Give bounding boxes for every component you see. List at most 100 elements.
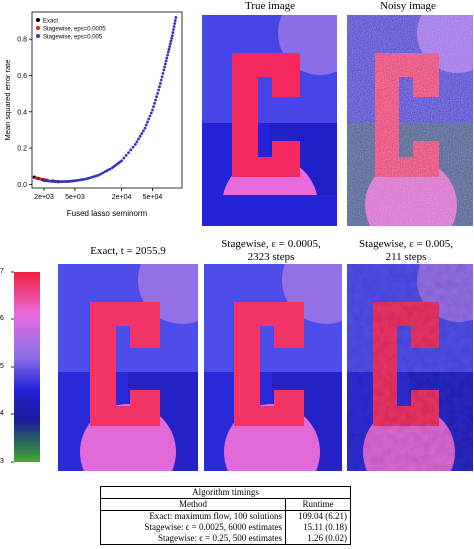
data-point-stagewise-005 [49,179,53,183]
data-point-stagewise-005 [156,91,160,95]
stagewise-005-svg [347,264,473,471]
stage2-title: Stagewise, ε = 0.005, 211 steps [338,238,474,264]
x-tick-label: 5e+04 [143,194,163,201]
table-cell-runtime: 15.11 (0.18) [303,522,347,532]
data-point-stagewise-005 [173,19,177,22]
data-point-stagewise-005 [127,151,130,155]
data-point-stagewise-005 [173,22,177,25]
table-cell-method: Stagewise: ϵ = 0.0025, 6000 estimates [100,522,286,533]
data-point-stagewise-005 [170,34,174,37]
data-point-stagewise-005 [108,167,112,171]
plot-frame [31,11,183,189]
data-point-stagewise-005 [54,180,57,183]
colorbar-tick-5: 5 [0,363,4,370]
y-tick-label: 0.6 [17,73,27,80]
x-tick-label: 5e+03 [65,194,85,201]
y-tick-label: 0.4 [17,109,27,116]
data-point-stagewise-005 [51,179,55,183]
legend-marker [36,34,40,38]
stage1-title: Stagewise, ε = 0.0005, 2323 steps [196,238,346,264]
timings-title-row: Algorithm timings [100,486,351,499]
data-point-stagewise-005 [166,50,170,54]
data-point-stagewise-005 [144,123,148,127]
x-tick-label: 2e+04 [112,194,132,201]
data-point-stagewise-005 [143,126,147,130]
data-point-stagewise-005 [140,132,144,135]
timings-header-runtime: Runtime [285,498,351,511]
data-point-stagewise-005 [158,85,161,89]
data-point-stagewise-005 [141,129,145,133]
mse-chart: 2e+03 5e+03 2e+04 5e+04 0.0 0.2 0.4 0.6 0.8 Fused… [0,0,190,228]
data-point-stagewise-0005 [34,176,39,180]
stage1-title-line2: 2323 steps [247,251,295,263]
data-point-stagewise-005 [151,108,154,112]
true-image [202,15,337,226]
data-point-stagewise-005 [153,101,156,105]
data-point-stagewise-005 [166,53,169,57]
stage2-title-line1: Stagewise, ε = 0.005, [359,238,453,250]
y-tick-label: 0.2 [17,146,27,153]
data-point-stagewise-005 [135,140,139,144]
data-point-stagewise-005 [154,98,157,102]
stagewise-005-image [347,264,473,471]
table-row: Stagewise: ϵ = 0.0025, 6000 estimates 15… [100,522,351,533]
exact-title: Exact, t = 2055.9 [90,245,166,257]
stagewise-0005-svg [204,264,342,471]
mse-chart-svg: 2e+03 5e+03 2e+04 5e+04 0.0 0.2 0.4 0.6 0.8 Fused… [3,11,183,218]
colorbar: 7 6 5 4 3 [0,268,44,468]
colorbar-tick-3: 3 [0,458,4,465]
exact-estimate-image [58,264,198,471]
data-point-stagewise-005 [124,153,128,157]
data-point-stagewise-005 [129,148,133,152]
data-point-stagewise-005 [138,134,142,138]
stagewise-0005-image [204,264,342,471]
table-row: Stagewise: ϵ = 0.25, 500 estimates 1.26 … [100,533,351,545]
stage2-title-line2: 211 steps [385,251,427,263]
data-point-stagewise-005 [148,114,152,118]
data-point-stagewise-005 [133,143,137,146]
y-tick-label: 0.8 [17,37,27,44]
data-point-stagewise-005 [149,111,153,115]
table-cell-method: Exact: maximum flow, 100 solutions [100,510,286,522]
data-point-stagewise-005 [99,172,102,176]
data-point-stagewise-005 [168,45,172,48]
x-tick-label: 2e+03 [34,194,54,201]
data-point-stagewise-005 [174,16,178,19]
data-point-stagewise-005 [164,59,168,63]
data-point-stagewise-005 [160,75,164,79]
legend-marker [36,18,40,22]
data-point-stagewise-005 [137,137,140,141]
data-point-stagewise-005 [159,78,163,82]
data-point-stagewise-005 [170,36,174,40]
y-tick-label: 0.0 [17,182,27,189]
data-point-stagewise-005 [47,179,50,183]
colorbar-tick-6: 6 [0,315,4,322]
data-point-stagewise-005 [172,25,176,28]
data-point-stagewise-005 [169,39,173,43]
noisy-image [347,15,473,226]
table-cell-runtime: 109.04 (6.21) [298,511,347,521]
data-point-stagewise-005 [146,120,149,124]
table-row: Exact: maximum flow, 100 solutions 109.0… [100,510,351,522]
data-point-stagewise-005 [103,170,107,174]
timings-table-wrapper: Algorithm timings Method Runtime Exact: … [100,486,351,545]
true-image-svg [202,15,337,226]
table-cell-method: Stagewise: ϵ = 0.25, 500 estimates [100,533,286,545]
data-point-stagewise-005 [122,156,126,160]
data-point-stagewise-005 [131,145,135,149]
data-point-stagewise-005 [163,62,167,66]
data-point-stagewise-005 [152,105,155,109]
colorbar-tick-7: 7 [0,268,4,275]
data-point-stagewise-005 [155,95,158,99]
timings-title: Algorithm timings [100,486,351,499]
data-point-stagewise-005 [161,71,165,75]
data-point-stagewise-005 [158,81,162,85]
noisy-image-svg [347,15,473,226]
data-point-stagewise-005 [168,42,172,46]
data-point-stagewise-005 [105,169,109,172]
x-axis-label: Fused lasso seminorm [67,209,148,218]
true-image-title: True image [244,0,295,12]
timings-table: Algorithm timings Method Runtime Exact: … [100,486,351,545]
legend-entry: Stagewise, eps=0.0005 [43,26,106,32]
table-cell-runtime: 1.26 (0.02) [307,533,347,543]
